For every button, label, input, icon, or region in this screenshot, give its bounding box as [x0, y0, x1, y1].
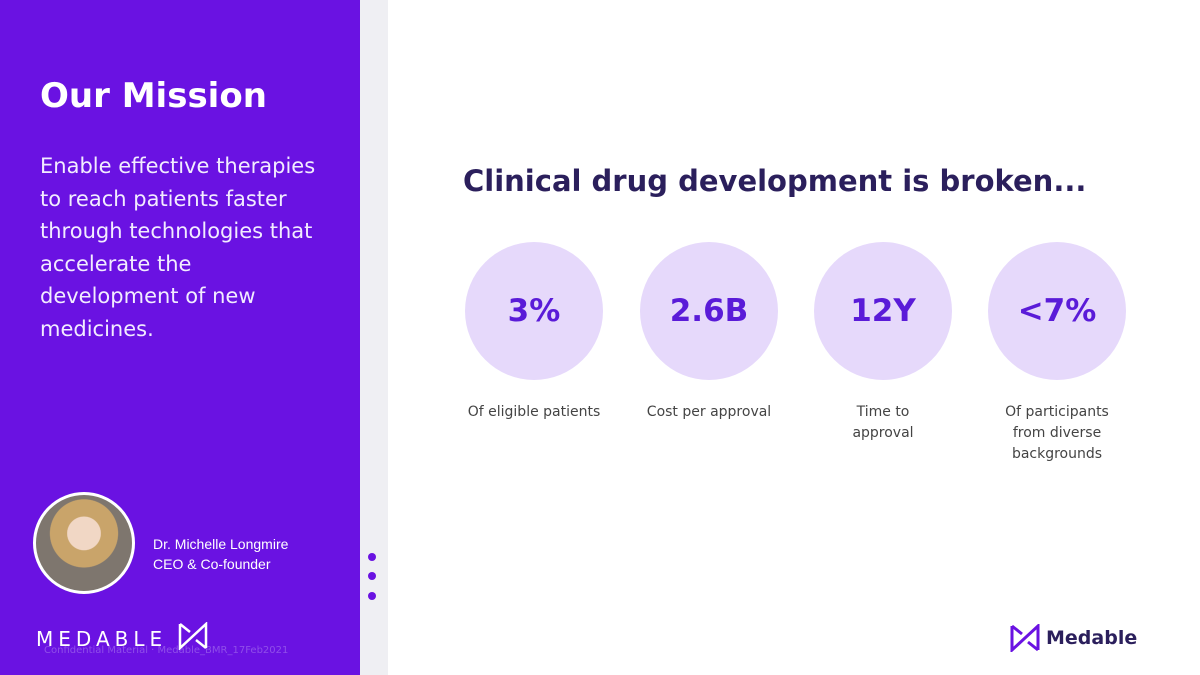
stat-label: Time to approval: [852, 404, 914, 441]
person-name: Dr. Michelle Longmire: [153, 536, 289, 552]
stat: 3% Of eligible patients: [454, 242, 614, 423]
sidebar-title: Our Mission: [40, 76, 267, 116]
stat-label: Of eligible patients: [467, 404, 601, 420]
confidential-note: Confidential Material · Medable_BMR_17Fe…: [44, 645, 289, 656]
logo: Medable: [1010, 624, 1137, 652]
sidebar: Our Mission Enable effective therapies t…: [0, 0, 360, 675]
stat: 2.6B Cost per approval: [629, 242, 789, 423]
stat-value: <7%: [988, 242, 1126, 380]
profile-photo: [33, 492, 135, 594]
divider: [360, 0, 388, 675]
dot: [368, 553, 376, 561]
stat: 12Y Time to approval: [803, 242, 963, 444]
stat-value: 2.6B: [640, 242, 778, 380]
mission-text: Enable effective therapies to reach pati…: [40, 154, 316, 341]
dot: [368, 592, 376, 600]
brand: MEDABLE: [36, 621, 208, 651]
person: Dr. Michelle Longmire CEO & Co-founder: [153, 534, 288, 574]
person-role: CEO & Co-founder: [153, 556, 271, 572]
stat-value: 12Y: [814, 242, 952, 380]
brand-text: MEDABLE: [36, 627, 168, 651]
stat-label: Of participants from diverse backgrounds: [1005, 404, 1109, 462]
logo-icon: [1010, 624, 1040, 652]
stat-value: 3%: [465, 242, 603, 380]
brand-icon: [179, 621, 208, 651]
dot: [368, 572, 376, 580]
stat-label: Cost per approval: [646, 404, 772, 420]
stat: <7% Of participants from diverse backgrou…: [977, 242, 1137, 465]
logo-text: Medable: [1046, 627, 1138, 649]
headline: Clinical drug development is broken...: [463, 164, 1087, 198]
